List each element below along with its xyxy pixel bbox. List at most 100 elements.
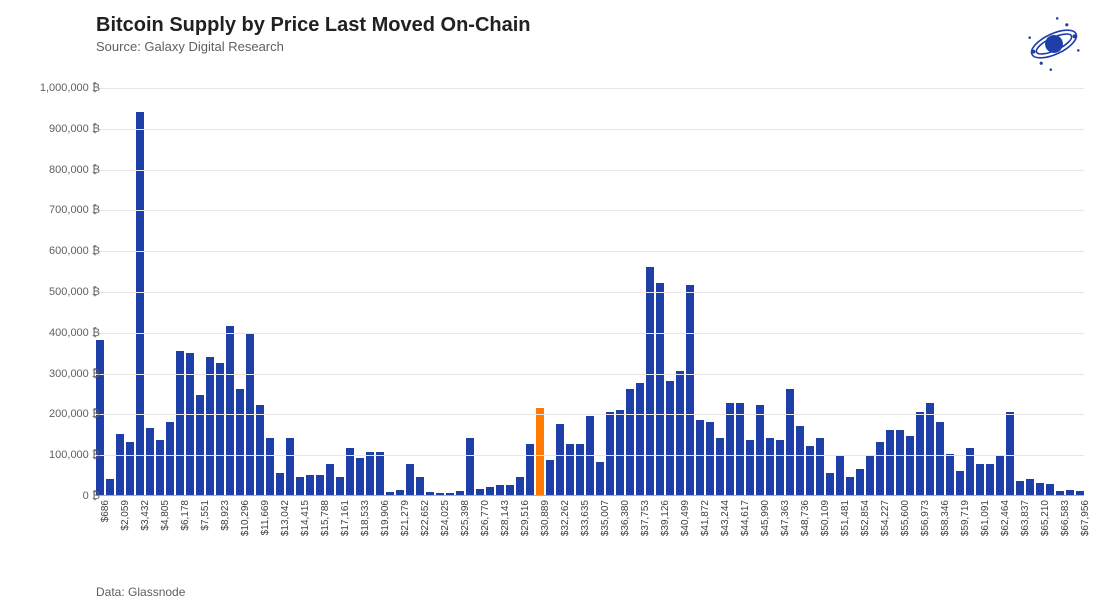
x-axis-label: $6,178 bbox=[176, 498, 184, 578]
bar bbox=[396, 490, 404, 495]
gridline bbox=[96, 455, 1084, 456]
chart-title: Bitcoin Supply by Price Last Moved On-Ch… bbox=[96, 14, 531, 37]
x-axis-label: $35,007 bbox=[596, 498, 604, 578]
x-axis-label bbox=[246, 498, 254, 578]
x-axis-label: $19,906 bbox=[376, 498, 384, 578]
x-axis-label bbox=[686, 498, 694, 578]
x-axis-label bbox=[266, 498, 274, 578]
bar bbox=[556, 424, 564, 495]
bar bbox=[426, 492, 434, 495]
bar bbox=[146, 428, 154, 495]
x-axis-label: $51,481 bbox=[836, 498, 844, 578]
bar bbox=[606, 412, 614, 495]
bar bbox=[476, 489, 484, 495]
bar bbox=[236, 389, 244, 495]
bar bbox=[806, 446, 814, 495]
x-axis-label: $50,109 bbox=[816, 498, 824, 578]
bar bbox=[216, 363, 224, 495]
x-axis-label: $65,210 bbox=[1036, 498, 1044, 578]
bar bbox=[1006, 412, 1014, 495]
chart-footer: Data: Glassnode bbox=[96, 585, 185, 599]
x-axis-label: $33,635 bbox=[576, 498, 584, 578]
bar bbox=[666, 381, 674, 495]
x-axis-label bbox=[506, 498, 514, 578]
bar bbox=[496, 485, 504, 495]
gridline bbox=[96, 170, 1084, 171]
gridline bbox=[96, 88, 1084, 89]
bar bbox=[716, 438, 724, 495]
bar bbox=[526, 444, 534, 495]
gridline bbox=[96, 333, 1084, 334]
x-axis-label bbox=[666, 498, 674, 578]
bar bbox=[576, 444, 584, 495]
bar bbox=[596, 462, 604, 495]
bar bbox=[886, 430, 894, 495]
gridline bbox=[96, 292, 1084, 293]
x-axis-labels: $686$2,059$3,432$4,805$6,178$7,551$8,923… bbox=[96, 498, 1084, 578]
bar bbox=[796, 426, 804, 495]
bar bbox=[566, 444, 574, 495]
x-axis-label bbox=[1066, 498, 1074, 578]
bar bbox=[446, 493, 454, 495]
bar bbox=[956, 471, 964, 495]
x-axis-label: $28,143 bbox=[496, 498, 504, 578]
bar bbox=[906, 436, 914, 495]
bar bbox=[316, 475, 324, 495]
bar bbox=[876, 442, 884, 495]
x-axis-label bbox=[1046, 498, 1054, 578]
bar bbox=[856, 469, 864, 495]
x-axis-label: $37,753 bbox=[636, 498, 644, 578]
bar bbox=[706, 422, 714, 495]
bar bbox=[306, 475, 314, 495]
bar bbox=[286, 438, 294, 495]
x-axis-label: $29,516 bbox=[516, 498, 524, 578]
y-axis-label: 900,000 ₿ bbox=[10, 123, 100, 135]
bar bbox=[226, 326, 234, 495]
chart-subtitle: Source: Galaxy Digital Research bbox=[96, 39, 531, 54]
x-axis-label: $7,551 bbox=[196, 498, 204, 578]
x-axis-label: $48,736 bbox=[796, 498, 804, 578]
bar bbox=[256, 405, 264, 495]
bar bbox=[936, 422, 944, 495]
bar bbox=[196, 395, 204, 495]
x-axis-label bbox=[1006, 498, 1014, 578]
x-axis-label bbox=[766, 498, 774, 578]
bar bbox=[266, 438, 274, 495]
x-axis-label: $54,227 bbox=[876, 498, 884, 578]
x-axis-label bbox=[326, 498, 334, 578]
bar bbox=[436, 493, 444, 495]
chart-plot-area bbox=[96, 88, 1084, 496]
x-axis-label: $13,042 bbox=[276, 498, 284, 578]
y-axis-label: 1,000,000 ₿ bbox=[10, 82, 100, 94]
bar bbox=[616, 410, 624, 495]
chart-header: Bitcoin Supply by Price Last Moved On-Ch… bbox=[96, 14, 531, 54]
x-axis-label bbox=[586, 498, 594, 578]
bar bbox=[926, 403, 934, 495]
bar bbox=[386, 492, 394, 495]
bar bbox=[296, 477, 304, 495]
y-axis-label: 200,000 ₿ bbox=[10, 408, 100, 420]
y-axis-label: 500,000 ₿ bbox=[10, 286, 100, 298]
x-axis-label: $58,346 bbox=[936, 498, 944, 578]
y-axis-label: 300,000 ₿ bbox=[10, 368, 100, 380]
x-axis-label: $2,059 bbox=[116, 498, 124, 578]
y-axis-label: 600,000 ₿ bbox=[10, 245, 100, 257]
gridline bbox=[96, 129, 1084, 130]
bar bbox=[356, 458, 364, 495]
bar bbox=[1056, 491, 1064, 495]
x-axis-label bbox=[126, 498, 134, 578]
y-axis-label: 100,000 ₿ bbox=[10, 449, 100, 461]
bar bbox=[416, 477, 424, 495]
bar bbox=[776, 440, 784, 495]
bar bbox=[866, 456, 874, 495]
y-axis-label: 700,000 ₿ bbox=[10, 204, 100, 216]
x-axis-label: $63,837 bbox=[1016, 498, 1024, 578]
x-axis-label bbox=[926, 498, 934, 578]
x-axis-label: $3,432 bbox=[136, 498, 144, 578]
x-axis-label: $18,533 bbox=[356, 498, 364, 578]
bar bbox=[916, 412, 924, 495]
bar bbox=[506, 485, 514, 495]
bar bbox=[1026, 479, 1034, 495]
x-axis-label: $10,296 bbox=[236, 498, 244, 578]
bar bbox=[836, 456, 844, 495]
